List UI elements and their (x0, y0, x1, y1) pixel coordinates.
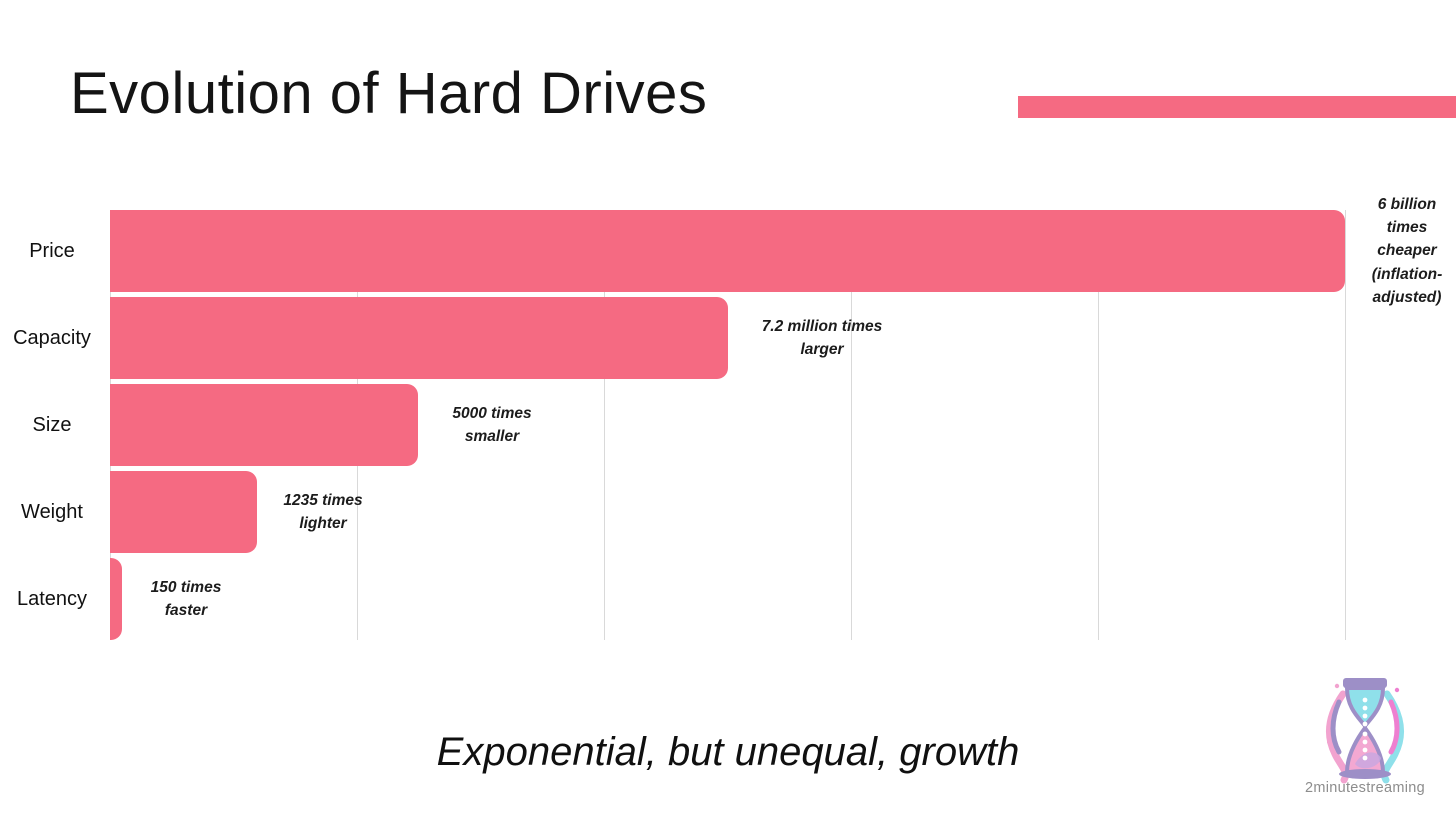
value-label-weight: 1235 times lighter (283, 491, 363, 532)
gridline (604, 210, 605, 640)
value-label-capacity: 7.2 million times larger (761, 317, 883, 358)
category-label-latency: Latency (16, 587, 88, 610)
value-label-latency: 150 times faster (150, 578, 222, 619)
gridline (851, 210, 852, 640)
category-label-weight: Weight (21, 500, 83, 523)
watermark-label: 2minutestreaming (1304, 780, 1426, 796)
category-label-price: Price (29, 239, 75, 262)
subtitle: Exponential, but unequal, growth (436, 730, 1020, 774)
gridline (1098, 210, 1099, 640)
plot-area: 6 billion times cheaper (inflation-adjus… (110, 196, 1442, 640)
category-label-size: Size (32, 413, 72, 436)
hourglass-icon (1300, 672, 1430, 784)
category-label-capacity: Capacity (13, 326, 91, 349)
bar-latency (110, 558, 122, 640)
category-labels: Price Capacity Size Weight Latency (0, 210, 104, 640)
bar-capacity (110, 297, 728, 379)
value-label-size: 5000 times smaller (452, 404, 532, 445)
top-accent-bar (1018, 96, 1456, 118)
page-title: Evolution of Hard Drives (70, 61, 708, 126)
logo: 2minutestreaming (1300, 672, 1430, 796)
value-label-price: 6 billion times cheaper (inflation-adjus… (1371, 195, 1443, 306)
gridline (1345, 210, 1346, 640)
bar-size (110, 384, 418, 466)
bar-price (110, 210, 1345, 292)
bar-weight (110, 471, 257, 553)
